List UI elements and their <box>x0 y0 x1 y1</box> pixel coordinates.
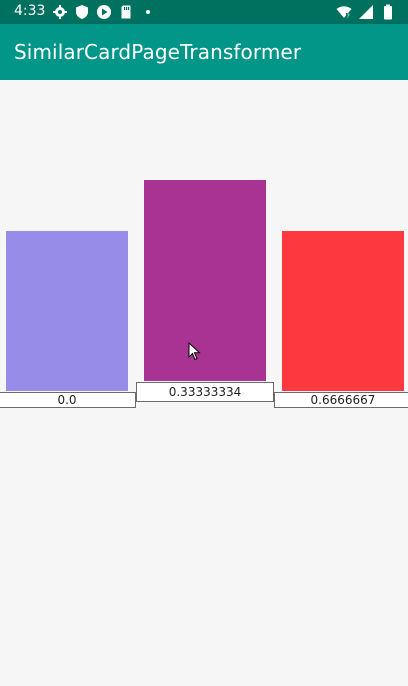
mouse-cursor-icon <box>188 342 201 361</box>
battery-icon <box>384 4 392 20</box>
app-title: SimilarCardPageTransformer <box>14 40 302 64</box>
card-page-1-label: 0.0 <box>0 392 136 408</box>
status-bar: 4:33 <box>0 0 408 24</box>
signal-icon <box>359 5 373 19</box>
gear-icon <box>53 5 67 19</box>
card-page-3-label: 0.6666667 <box>274 392 408 408</box>
sd-card-icon <box>121 5 131 19</box>
shield-icon <box>76 5 88 19</box>
wifi-icon: ? <box>336 6 352 20</box>
card-page-2[interactable] <box>144 180 266 381</box>
status-icons-right: ? <box>336 4 396 20</box>
status-time: 4:33 <box>14 3 46 19</box>
card-page-3[interactable] <box>282 231 404 391</box>
card-page-2-label: 0.33333334 <box>136 382 274 402</box>
dot-icon <box>146 10 150 14</box>
app-bar: SimilarCardPageTransformer <box>0 24 408 80</box>
card-page-1[interactable] <box>6 231 128 391</box>
play-icon <box>97 5 111 19</box>
svg-text:?: ? <box>347 13 350 20</box>
status-icons-left <box>52 4 156 20</box>
view-pager[interactable]: 0.0 0.33333334 0.6666667 <box>0 80 408 686</box>
